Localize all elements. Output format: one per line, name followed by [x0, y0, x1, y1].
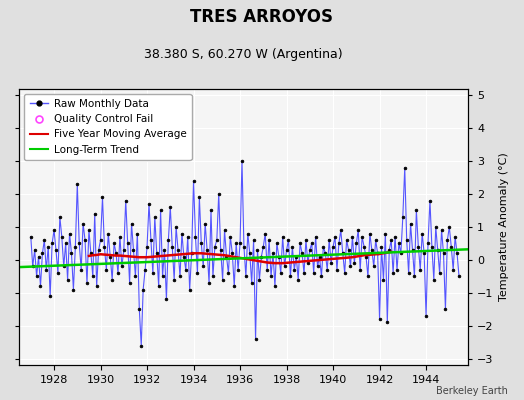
Title: 38.380 S, 60.270 W (Argentina): 38.380 S, 60.270 W (Argentina) [144, 48, 343, 61]
Text: Berkeley Earth: Berkeley Earth [436, 386, 508, 396]
Y-axis label: Temperature Anomaly (°C): Temperature Anomaly (°C) [499, 152, 509, 301]
Text: TRES ARROYOS: TRES ARROYOS [191, 8, 333, 26]
Legend: Raw Monthly Data, Quality Control Fail, Five Year Moving Average, Long-Term Tren: Raw Monthly Data, Quality Control Fail, … [25, 94, 191, 160]
